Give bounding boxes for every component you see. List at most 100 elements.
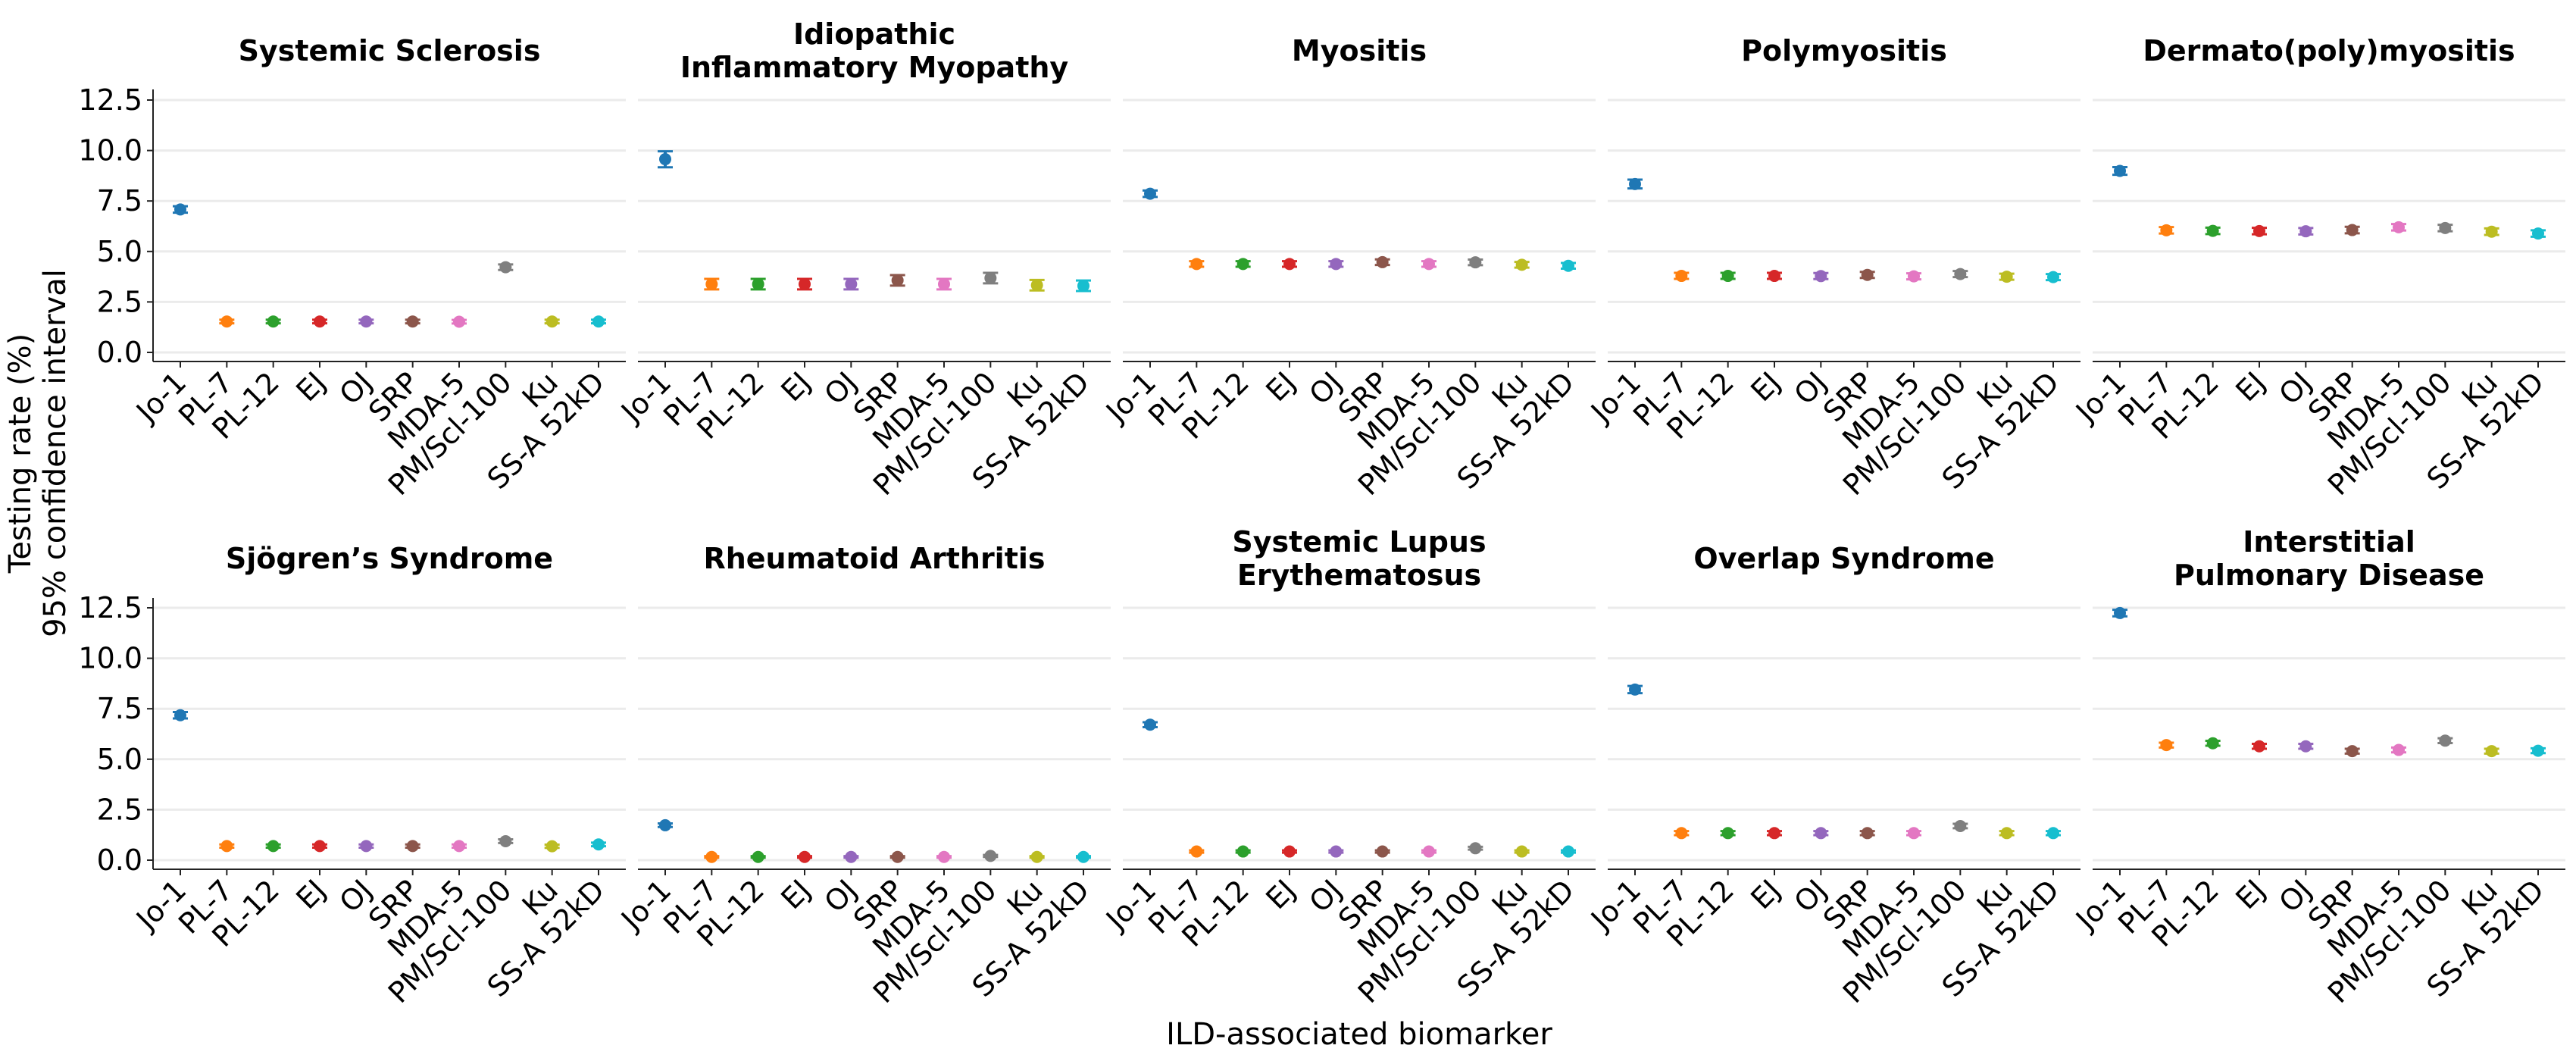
x-tick-label: EJ <box>289 873 332 915</box>
data-point <box>453 315 465 328</box>
panel-title: Pulmonary Disease <box>2174 559 2484 592</box>
data-point <box>360 840 373 853</box>
data-point <box>1030 279 1043 292</box>
panel-title: Systemic Lupus <box>1232 525 1486 559</box>
data-point <box>2532 227 2544 240</box>
data-point <box>984 850 997 862</box>
data-point <box>267 840 280 853</box>
data-point <box>174 709 186 721</box>
x-tick-label: EJ <box>1259 365 1302 408</box>
data-point <box>1283 258 1296 271</box>
data-point <box>1077 280 1089 293</box>
y-tick-label: 0.0 <box>97 336 142 369</box>
data-point <box>1562 845 1574 858</box>
data-point <box>705 850 718 863</box>
data-point <box>2160 224 2173 236</box>
data-point <box>2047 271 2059 283</box>
data-point <box>2346 745 2359 758</box>
data-point <box>1144 187 1156 200</box>
data-point <box>799 850 811 863</box>
data-point <box>2346 224 2359 236</box>
x-tick-label: EJ <box>774 365 817 408</box>
data-point <box>2532 744 2544 757</box>
x-tick-label: EJ <box>774 873 817 915</box>
x-axis-label: ILD-associated biomarker <box>1166 1017 1552 1052</box>
panel-title: Dermato(poly)myositis <box>2143 34 2515 67</box>
data-point <box>1815 827 1827 840</box>
panel-title: Rheumatoid Arthritis <box>703 542 1045 575</box>
data-point <box>1515 845 1528 858</box>
data-point <box>453 840 465 853</box>
data-point <box>2000 827 2013 840</box>
y-tick-label: 2.5 <box>97 285 142 318</box>
data-point <box>1077 850 1089 863</box>
data-point <box>659 818 671 831</box>
panel-title: Systemic Sclerosis <box>239 34 541 67</box>
data-point <box>406 840 419 853</box>
x-tick-label: EJ <box>1744 873 1787 915</box>
panel-title: Overlap Syndrome <box>1693 542 1994 575</box>
data-point <box>1283 845 1296 858</box>
panel-title: Sjögren’s Syndrome <box>226 542 553 575</box>
data-point <box>1562 259 1574 272</box>
y-tick-label: 7.5 <box>97 184 142 218</box>
data-point <box>267 315 280 328</box>
data-point <box>845 850 858 863</box>
data-point <box>1376 845 1389 858</box>
y-tick-label: 12.5 <box>78 83 142 117</box>
data-point <box>705 277 718 290</box>
data-point <box>2047 827 2059 840</box>
data-point <box>1236 258 1249 271</box>
y-axis-label-line2: 95% confidence interval <box>38 269 73 637</box>
data-point <box>1908 270 1920 283</box>
panel-title: Inflammatory Myopathy <box>680 51 1069 84</box>
data-point <box>2439 221 2452 234</box>
data-point <box>752 277 764 290</box>
data-point <box>659 153 671 166</box>
panel-title: Myositis <box>1292 34 1427 67</box>
y-tick-label: 5.0 <box>97 235 142 268</box>
data-point <box>2206 224 2219 237</box>
y-tick-label: 5.0 <box>97 743 142 776</box>
data-point <box>406 315 419 328</box>
data-point <box>2253 224 2265 237</box>
data-point <box>2206 737 2219 750</box>
data-point <box>499 834 512 847</box>
data-point <box>1144 718 1156 731</box>
data-point <box>2253 740 2265 753</box>
x-tick-label: EJ <box>289 365 332 408</box>
data-point <box>845 277 858 290</box>
data-point <box>1815 270 1827 283</box>
data-point <box>360 315 373 328</box>
data-point <box>220 840 233 853</box>
data-point <box>1954 268 1967 280</box>
data-point <box>938 850 950 863</box>
data-point <box>1330 845 1343 858</box>
data-point <box>1721 827 1734 840</box>
data-point <box>2299 740 2312 753</box>
data-point <box>499 261 512 274</box>
data-point <box>1190 258 1203 271</box>
data-point <box>2299 225 2312 238</box>
data-point <box>1376 255 1389 268</box>
data-point <box>2000 271 2013 283</box>
data-point <box>314 840 326 853</box>
data-point <box>174 203 186 216</box>
y-tick-label: 7.5 <box>97 692 142 725</box>
data-point <box>2114 606 2126 619</box>
data-point <box>984 271 997 284</box>
data-point <box>1190 845 1203 858</box>
data-point <box>1330 258 1343 271</box>
data-point <box>2485 225 2498 238</box>
data-point <box>1469 256 1482 269</box>
data-point <box>220 315 233 328</box>
y-tick-label: 10.0 <box>78 642 142 675</box>
data-point <box>1861 268 1874 281</box>
